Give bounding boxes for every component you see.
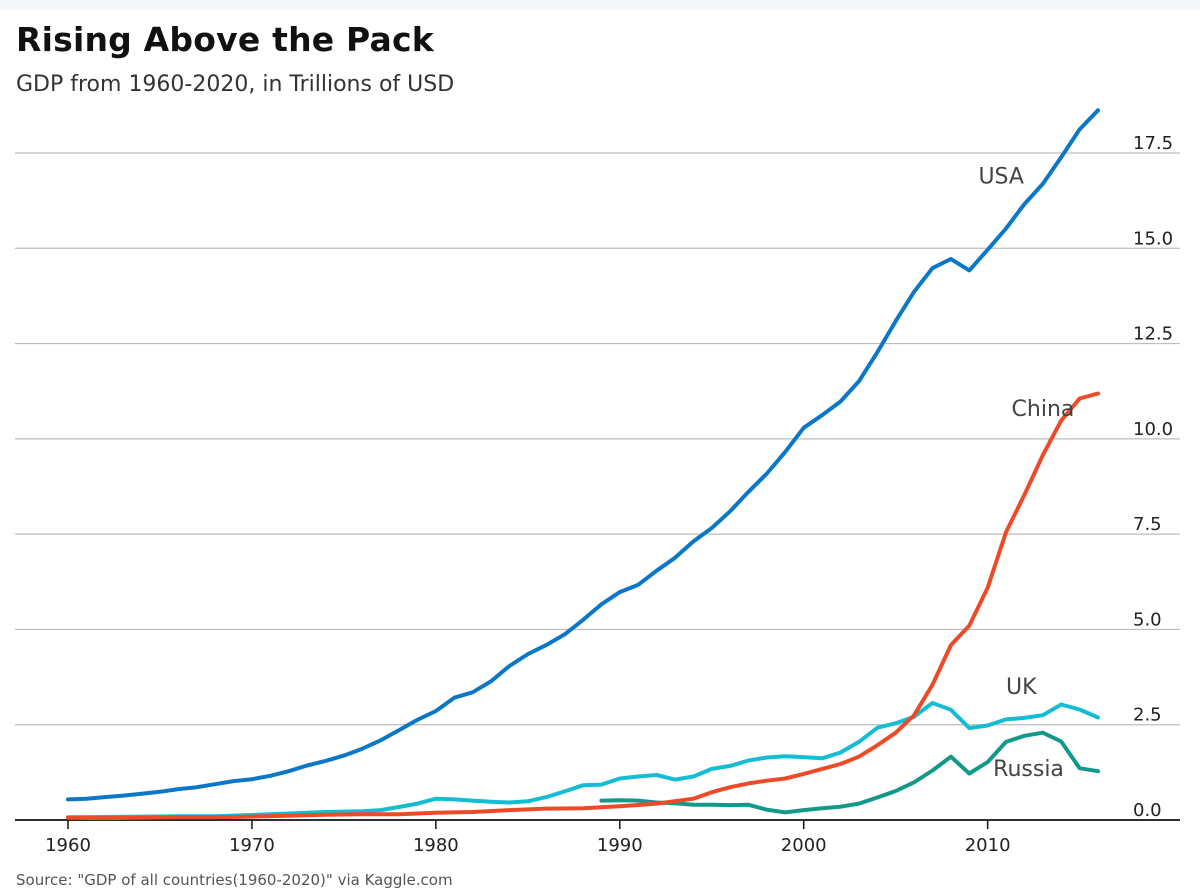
y-tick-label: 5.0 — [1133, 609, 1162, 630]
page-title: Rising Above the Pack — [16, 20, 434, 59]
series-label-uk: UK — [1006, 675, 1037, 700]
page-subtitle: GDP from 1960-2020, in Trillions of USD — [16, 72, 455, 97]
top-strip — [0, 0, 1200, 10]
series-label-china: China — [1012, 397, 1075, 422]
y-tick-label: 0.0 — [1133, 800, 1162, 821]
series-labels: USA China UK Russia — [978, 164, 1074, 782]
x-tick-label: 2010 — [965, 835, 1011, 856]
x-tick-label: 1960 — [45, 835, 91, 856]
y-tick-label: 17.5 — [1133, 133, 1173, 154]
y-tick-label: 7.5 — [1133, 514, 1162, 535]
x-tick-label: 2000 — [781, 835, 827, 856]
y-tick-labels: 0.0 2.5 5.0 7.5 10.0 12.5 15.0 17.5 — [1133, 133, 1173, 821]
x-tick-label: 1980 — [413, 835, 459, 856]
series-lines — [66, 108, 1100, 821]
x-axis: 1960 1970 1980 1990 2000 2010 — [15, 819, 1180, 856]
source-note: Source: "GDP of all countries(1960-2020)… — [16, 871, 453, 889]
y-tick-label: 12.5 — [1133, 324, 1173, 345]
series-line-uk — [66, 701, 1100, 820]
series-line-china — [66, 391, 1100, 821]
x-tick-label: 1990 — [597, 835, 643, 856]
grid-lines — [15, 152, 1180, 726]
x-tick-label: 1970 — [229, 835, 275, 856]
series-label-usa: USA — [978, 164, 1024, 189]
series-line-usa — [66, 108, 1100, 802]
y-tick-label: 2.5 — [1133, 705, 1162, 726]
series-line-russia — [599, 730, 1100, 815]
y-tick-label: 10.0 — [1133, 419, 1173, 440]
series-label-russia: Russia — [993, 757, 1064, 782]
y-tick-label: 15.0 — [1133, 228, 1173, 249]
